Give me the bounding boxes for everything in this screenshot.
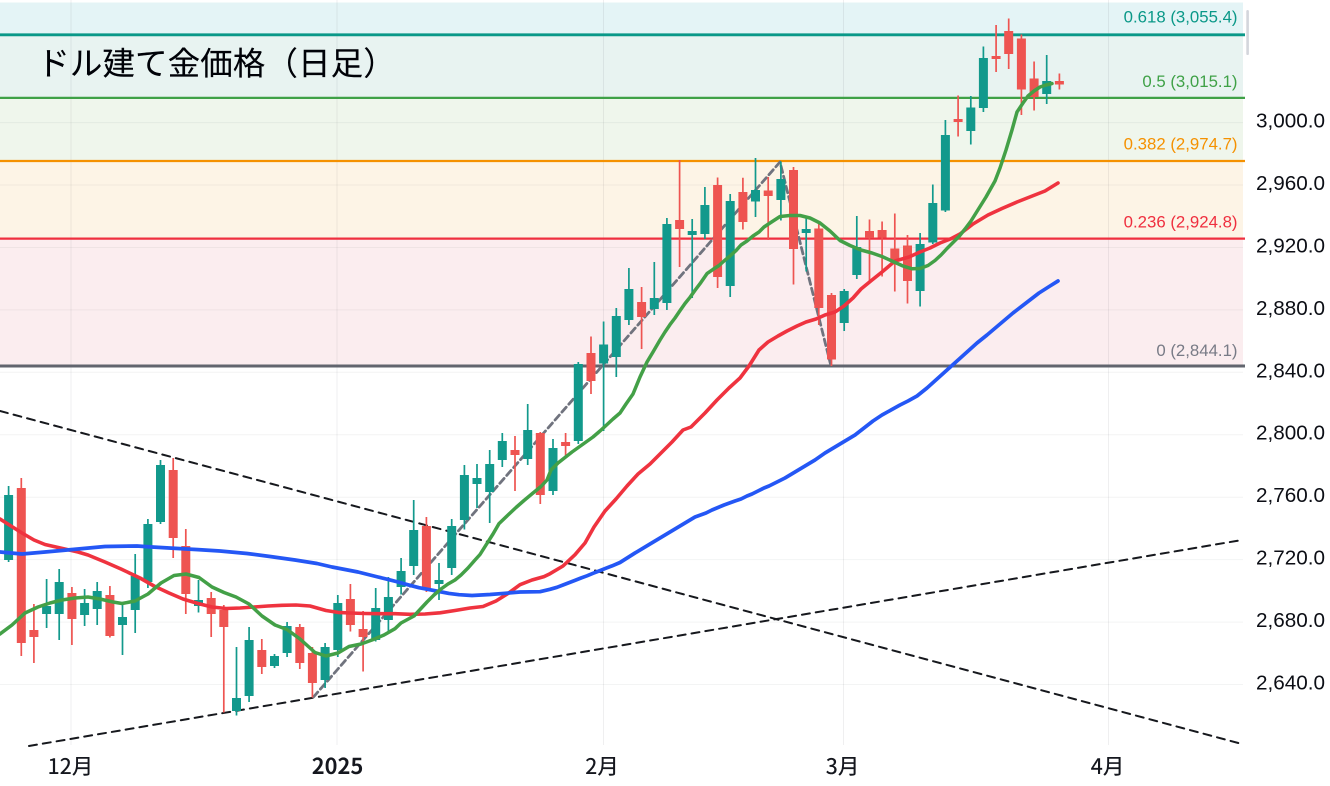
svg-text:0 (2,844.1): 0 (2,844.1) bbox=[1156, 341, 1237, 360]
svg-text:2,880.0: 2,880.0 bbox=[1256, 297, 1325, 320]
svg-text:2,680.0: 2,680.0 bbox=[1256, 609, 1325, 632]
svg-text:0.236 (2,924.8): 0.236 (2,924.8) bbox=[1124, 213, 1238, 232]
svg-text:2,960.0: 2,960.0 bbox=[1256, 172, 1325, 195]
svg-text:2,640.0: 2,640.0 bbox=[1256, 672, 1325, 695]
svg-text:2,720.0: 2,720.0 bbox=[1256, 547, 1325, 570]
svg-text:2,800.0: 2,800.0 bbox=[1256, 422, 1325, 445]
svg-text:0.382 (2,974.7): 0.382 (2,974.7) bbox=[1124, 135, 1238, 154]
svg-text:2,920.0: 2,920.0 bbox=[1256, 235, 1325, 258]
svg-text:2,760.0: 2,760.0 bbox=[1256, 484, 1325, 507]
svg-text:0.618 (3,055.4): 0.618 (3,055.4) bbox=[1124, 8, 1238, 27]
svg-text:2,840.0: 2,840.0 bbox=[1256, 359, 1325, 382]
svg-text:3,000.0: 3,000.0 bbox=[1256, 110, 1325, 133]
svg-text:0.5 (3,015.1): 0.5 (3,015.1) bbox=[1142, 72, 1237, 91]
